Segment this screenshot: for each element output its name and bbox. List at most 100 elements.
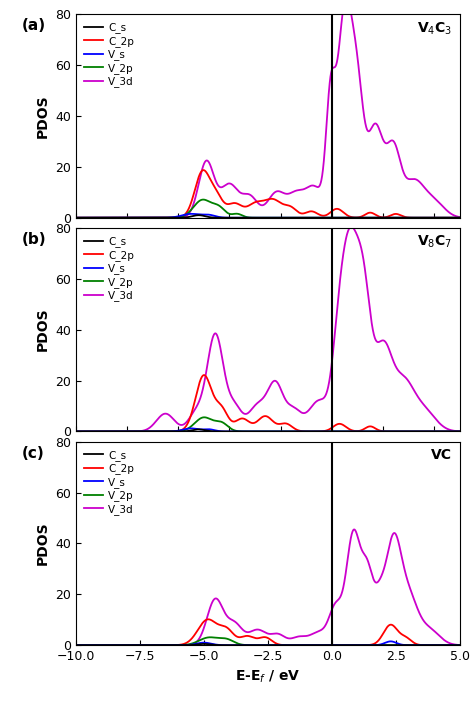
C_s (220, 213, 226, 222)
V_2p (220, 418, 226, 427)
C_s (237, 641, 243, 649)
V_3d (139, 427, 145, 435)
V_2p (73, 641, 79, 649)
V_3d (117, 428, 122, 436)
C_2p (237, 633, 243, 642)
C_s (196, 211, 201, 220)
V_s (117, 213, 122, 222)
V_s (408, 428, 414, 436)
C_2p (139, 428, 145, 436)
V_2p (208, 633, 213, 642)
V_s (408, 213, 414, 222)
V_3d (237, 188, 243, 196)
C_s (139, 641, 145, 649)
Y-axis label: PDOS: PDOS (36, 308, 49, 352)
V_2p (73, 213, 79, 222)
C_2p (117, 641, 122, 649)
V_2p (237, 640, 243, 649)
C_s (450, 428, 456, 436)
C_s (139, 213, 145, 222)
V_3d (73, 213, 79, 222)
C_2p (220, 622, 226, 630)
Line: V_s: V_s (76, 214, 460, 218)
V_s (139, 641, 145, 649)
C_s (443, 428, 449, 436)
Text: V$_4$C$_3$: V$_4$C$_3$ (417, 21, 452, 37)
V_s (73, 641, 79, 649)
V_s (449, 428, 455, 436)
V_s (408, 641, 414, 649)
C_2p (206, 615, 211, 623)
V_s (117, 428, 122, 436)
V_3d (449, 211, 455, 219)
C_s (139, 428, 145, 436)
C_2p (139, 641, 145, 649)
V_3d (457, 427, 463, 435)
C_2p (457, 428, 463, 436)
Line: C_2p: C_2p (76, 375, 460, 432)
V_s (457, 428, 463, 436)
Legend: C_s, C_2p, V_s, V_2p, V_3d: C_s, C_2p, V_s, V_2p, V_3d (81, 19, 137, 91)
V_3d (220, 182, 226, 191)
V_2p (220, 205, 226, 213)
V_2p (201, 195, 206, 203)
V_3d (408, 381, 414, 389)
V_s (220, 641, 226, 649)
C_s (117, 641, 122, 649)
C_s (220, 428, 226, 436)
C_2p (449, 428, 455, 436)
V_s (457, 213, 463, 222)
C_2p (408, 636, 414, 644)
V_2p (457, 428, 463, 436)
V_3d (73, 641, 79, 649)
C_s (408, 213, 414, 222)
C_2p (457, 213, 463, 222)
Text: (b): (b) (22, 232, 47, 247)
C_2p (117, 428, 122, 436)
Line: V_s: V_s (76, 428, 460, 432)
C_s (450, 641, 456, 649)
Line: C_s: C_s (76, 216, 460, 218)
V_s (449, 213, 455, 222)
Line: V_2p: V_2p (76, 637, 460, 645)
V_s (139, 428, 145, 436)
V_2p (408, 641, 414, 649)
C_2p (201, 371, 207, 379)
Text: (a): (a) (22, 18, 46, 33)
C_s (117, 428, 122, 436)
C_s (443, 213, 449, 222)
V_3d (237, 622, 243, 630)
V_2p (457, 641, 463, 649)
V_2p (73, 428, 79, 436)
Line: C_2p: C_2p (76, 619, 460, 645)
V_s (237, 641, 243, 649)
V_3d (457, 641, 463, 649)
V_s (220, 427, 226, 435)
V_2p (449, 641, 455, 649)
C_2p (73, 428, 79, 436)
Line: C_s: C_s (76, 644, 460, 645)
C_2p (73, 213, 79, 222)
V_s (449, 641, 455, 649)
V_3d (220, 605, 226, 613)
Line: C_2p: C_2p (76, 170, 460, 218)
Line: V_2p: V_2p (76, 199, 460, 218)
V_2p (139, 428, 145, 436)
V_3d (348, 223, 354, 231)
V_2p (408, 213, 414, 222)
V_s (188, 424, 194, 432)
V_2p (117, 213, 122, 222)
C_s (117, 213, 122, 222)
C_s (237, 428, 243, 436)
C_2p (457, 641, 463, 649)
V_3d (73, 428, 79, 436)
Line: V_3d: V_3d (76, 0, 460, 218)
V_3d (237, 405, 243, 413)
Line: V_3d: V_3d (76, 530, 460, 645)
C_2p (201, 166, 206, 174)
V_s (117, 641, 122, 649)
V_3d (117, 641, 122, 649)
Line: C_s: C_s (76, 430, 460, 432)
V_3d (139, 213, 145, 222)
V_2p (201, 413, 207, 422)
